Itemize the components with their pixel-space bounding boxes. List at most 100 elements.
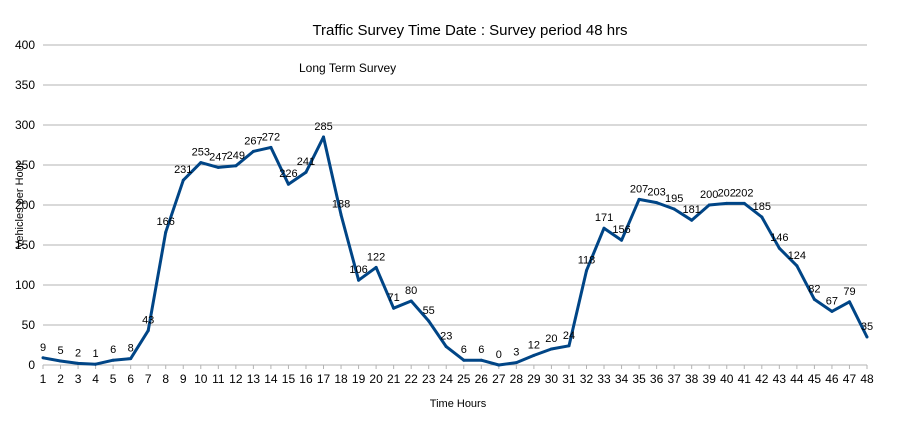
data-label: 188 <box>332 199 350 211</box>
data-label: 200 <box>700 189 718 201</box>
data-label: 166 <box>157 216 175 228</box>
data-label: 12 <box>528 339 540 351</box>
x-tick-label: 31 <box>562 372 576 386</box>
data-label: 23 <box>440 331 452 343</box>
y-tick-label: 100 <box>15 278 35 292</box>
x-tick-label: 20 <box>369 372 383 386</box>
x-tick-label: 29 <box>527 372 541 386</box>
x-tick-label: 34 <box>615 372 629 386</box>
x-tick-label: 33 <box>597 372 611 386</box>
x-tick-label: 25 <box>457 372 471 386</box>
data-label: 285 <box>314 121 332 133</box>
data-point <box>830 309 834 313</box>
x-tick-label: 4 <box>92 372 99 386</box>
x-tick-label: 24 <box>440 372 454 386</box>
data-point <box>111 358 115 362</box>
data-label: 231 <box>174 164 192 176</box>
data-point <box>847 300 851 304</box>
x-tick-label: 19 <box>352 372 366 386</box>
data-label: 146 <box>770 232 788 244</box>
x-tick-label: 35 <box>632 372 646 386</box>
data-point <box>59 359 63 363</box>
y-axis-ticks: 0 50 100 150 200 250 300 350 400 <box>15 38 35 372</box>
data-label: 253 <box>192 147 210 159</box>
x-tick-label: 3 <box>75 372 82 386</box>
data-point <box>129 357 133 361</box>
data-label: 6 <box>110 344 116 356</box>
data-label: 122 <box>367 251 385 263</box>
x-tick-label: 45 <box>808 372 822 386</box>
data-label: 156 <box>612 224 630 236</box>
data-point <box>707 203 711 207</box>
x-tick-label: 46 <box>825 372 839 386</box>
data-point <box>216 165 220 169</box>
data-point <box>514 361 518 365</box>
x-tick-label: 36 <box>650 372 664 386</box>
data-point <box>602 226 606 230</box>
data-label: 247 <box>209 151 227 163</box>
data-point <box>234 164 238 168</box>
data-point <box>637 197 641 201</box>
data-point <box>549 347 553 351</box>
data-point <box>584 269 588 273</box>
x-tick-label: 22 <box>404 372 418 386</box>
data-point <box>812 297 816 301</box>
x-tick-label: 44 <box>790 372 804 386</box>
x-tick-label: 6 <box>127 372 134 386</box>
data-label: 171 <box>595 212 613 224</box>
x-tick-label: 8 <box>162 372 169 386</box>
data-point <box>479 358 483 362</box>
data-label: 202 <box>735 187 753 199</box>
data-label: 106 <box>349 264 367 276</box>
gridlines <box>43 44 867 366</box>
data-label: 6 <box>461 344 467 356</box>
x-tick-label: 11 <box>212 372 225 386</box>
data-point <box>41 356 45 360</box>
data-point <box>322 135 326 139</box>
x-tick-label: 47 <box>843 372 857 386</box>
x-tick-label: 41 <box>738 372 752 386</box>
x-tick-label: 42 <box>755 372 769 386</box>
y-tick-label: 400 <box>15 38 35 52</box>
data-point <box>742 201 746 205</box>
data-label: 20 <box>545 333 557 345</box>
x-tick-label: 26 <box>475 372 489 386</box>
x-tick-label: 40 <box>720 372 734 386</box>
x-axis-label: Time Hours <box>430 398 487 410</box>
data-label: 2 <box>75 347 81 359</box>
x-tick-label: 9 <box>180 372 187 386</box>
data-label: 79 <box>843 286 855 298</box>
x-tick-label: 37 <box>667 372 681 386</box>
data-label: 82 <box>808 283 820 295</box>
data-point <box>532 353 536 357</box>
data-label: 67 <box>826 295 838 307</box>
data-point <box>286 182 290 186</box>
x-tick-label: 15 <box>282 372 296 386</box>
x-tick-label: 10 <box>194 372 208 386</box>
x-tick-label: 27 <box>492 372 506 386</box>
data-label: 118 <box>578 255 596 267</box>
chart-annotation: Long Term Survey <box>299 61 396 75</box>
data-point <box>777 246 781 250</box>
data-point <box>339 213 343 217</box>
data-point <box>374 265 378 269</box>
data-point <box>444 345 448 349</box>
data-label: 8 <box>128 343 134 355</box>
y-tick-label: 300 <box>15 118 35 132</box>
data-point <box>497 363 501 367</box>
y-tick-label: 350 <box>15 78 35 92</box>
data-point <box>269 145 273 149</box>
data-label: 71 <box>388 292 400 304</box>
data-point <box>760 215 764 219</box>
data-label: 9 <box>40 342 46 354</box>
x-tick-label: 18 <box>334 372 348 386</box>
data-point <box>94 362 98 366</box>
y-tick-label: 250 <box>15 158 35 172</box>
data-label: 5 <box>57 345 63 357</box>
data-point <box>795 264 799 268</box>
data-label: 181 <box>683 204 701 216</box>
x-tick-label: 43 <box>773 372 787 386</box>
data-label: 202 <box>718 187 736 199</box>
